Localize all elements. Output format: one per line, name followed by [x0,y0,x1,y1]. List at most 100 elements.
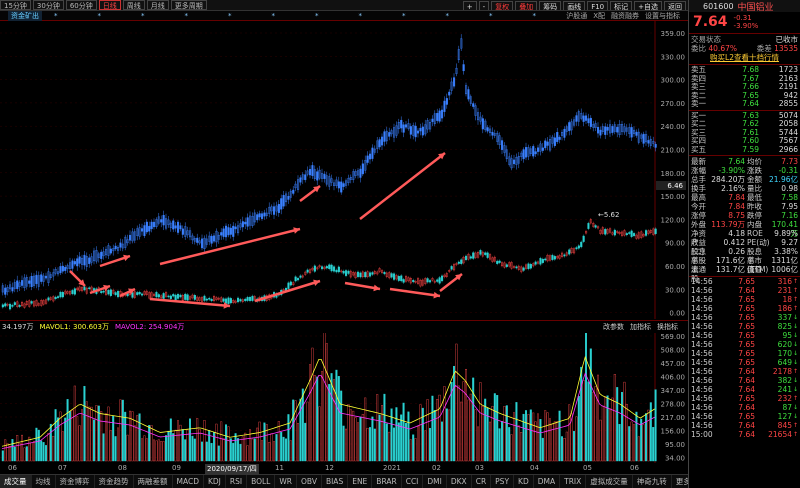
indicator-tab-16[interactable]: DKX [447,475,472,488]
indicator-tab-14[interactable]: CCI [402,475,424,488]
indicator-tab-10[interactable]: OBV [297,475,322,488]
period-tab-1[interactable]: 30分钟 [32,0,64,10]
period-tab-5[interactable]: 月线 [146,0,169,10]
price-tick: 150.00 [661,193,686,201]
stat-row: 净资产 4.18 ROE 9.89% [691,229,798,247]
tick-row: 14:56 7.65 337 ↓ [691,313,798,322]
period-tab-2[interactable]: 60分钟 [65,0,97,10]
signal-bar-button-2[interactable]: 融资融券 [611,12,639,20]
stock-name: 中国铝业 [737,2,774,13]
toolbar-button-8[interactable]: +自选 [634,0,662,10]
date-tick: 09 [172,464,181,472]
volume-tick: 508.00 [661,347,686,355]
volume-chart[interactable]: 569.00 508.00 457.00 406.00 347.00 278.00 217.… [0,333,688,463]
volume-button-1[interactable]: 加指标 [630,322,651,331]
toolbar-button-0[interactable]: + [462,0,477,10]
signal-bar-button-3[interactable]: 设置与指标 [645,12,680,20]
signal-star: * [315,11,319,20]
signal-star: * [445,11,450,20]
l2-upgrade-link[interactable]: 购买L2查看十档行情 [710,53,779,62]
toolbar-button-9[interactable]: 返回 [664,0,686,10]
price-change: -0.31 [733,14,752,22]
volume-button-2[interactable]: 换指标 [657,322,678,331]
volume-tick: 217.00 [661,414,686,422]
peak-label: ←5.62 [598,211,619,219]
order-row: 买四 7.60 7567 [691,136,798,145]
tick-row: 14:56 7.65 316 ↑ [691,277,798,286]
volume-bars [1,333,657,462]
lower-kline [1,218,657,311]
mavol2-label: MAVOL2: 254.904万 [114,322,185,331]
order-price: 7.65 [742,90,759,100]
indicator-tab-20[interactable]: DMA [534,475,561,488]
indicator-tab-19[interactable]: KD [514,475,534,488]
indicator-tab-3[interactable]: 资金趋势 [95,475,134,488]
period-tab-4[interactable]: 周线 [122,0,145,10]
indicator-tab-12[interactable]: ENE [348,475,373,488]
toolbar-button-7[interactable]: 标记 [610,0,633,10]
indicator-tab-9[interactable]: WR [275,475,297,488]
signal-bar-button-0[interactable]: 沪股通 [566,12,588,20]
tick-row: 14:56 7.65 620 ↓ [691,340,798,349]
down-arrow-icon: ↓ [792,377,798,384]
indicator-tab-4[interactable]: 两融差额 [134,475,173,488]
indicator-tab-24[interactable]: 更多指标 [672,475,688,488]
tick-row: 14:56 7.65 825 ↓ [691,322,798,331]
period-tab-6[interactable]: 更多周期 [170,0,207,10]
indicator-tab-8[interactable]: BOLL [247,475,276,488]
toolbar-button-3[interactable]: 叠加 [515,0,538,10]
volume-tick: 278.00 [661,401,686,409]
down-arrow-icon: ↓ [792,314,798,321]
signal-tag[interactable]: 资金矿出 [8,10,42,21]
order-row: 卖三 7.66 2191 [691,82,798,91]
price-chart[interactable]: 359.00 330.00 300.00 270.00 240.00 210.00 180.… [0,21,688,319]
price-tick: 330.00 [661,53,686,61]
indicator-tab-2[interactable]: 资金博弈 [56,475,95,488]
price-change-pct: -3.90% [733,22,759,30]
buy-orders: 买一 7.63 5074 买二 7.62 2058 买三 7.61 5744 买四 7.60 7567… [689,110,800,155]
period-tab-3[interactable]: 日线 [98,0,121,10]
mavol1-line [1,355,656,447]
toolbar-button-2[interactable]: 复权 [491,0,514,10]
toolbar-button-4[interactable]: 筹码 [539,0,562,10]
stat-row: 最新 7.64 均价 7.73 [691,157,798,166]
tick-row: 14:56 7.64 241 ↓ [691,385,798,394]
down-arrow-icon: ↓ [792,341,798,348]
stat-row: 股息率 0.26 股息率(TTM) 3.38% [691,247,798,274]
signal-star: * [402,11,406,20]
toolbar-button-1[interactable]: - [478,0,490,10]
current-price-marker: 6.46 [656,181,686,190]
date-tick: 12 [325,464,334,472]
order-row: 买一 7.63 5074 [691,110,798,120]
signal-star: * [97,11,102,20]
stat-row: 最高 7.84 最低 7.58 [691,193,798,202]
toolbar-button-5[interactable]: 画线 [563,0,586,10]
order-price: 7.67 [742,73,759,83]
indicator-tab-1[interactable]: 均线 [32,475,56,488]
indicator-tab-18[interactable]: PSY [491,475,515,488]
toolbar-button-6[interactable]: F10 [587,0,609,10]
price-tick: 120.00 [661,216,686,224]
signal-bar-button-1[interactable]: X配 [593,12,605,20]
order-row: 卖二 7.65 942 [691,90,798,100]
indicator-tab-5[interactable]: MACD [173,475,204,488]
indicator-tab-13[interactable]: BRAR [372,475,402,488]
indicator-tab-22[interactable]: 虚拟成交量 [586,475,633,488]
quote-stats: 最新 7.64 均价 7.73 涨幅 -3.90% 涨跌 -0.31 总手 284.20万 金额 21… [689,157,800,283]
indicator-tab-7[interactable]: RSI [226,475,248,488]
indicator-tab-6[interactable]: KDJ [204,475,226,488]
indicator-tab-23[interactable]: 神奇九转 [633,475,672,488]
stat-row: 收益(二) 0.412 PE(动) 9.27 [691,238,798,256]
indicator-tab-17[interactable]: CR [472,475,492,488]
order-volume: 1723 [778,65,798,74]
volume-button-0[interactable]: 改参数 [603,322,624,331]
stat-row: 外盘 113.79万 内盘 170.41万 [691,220,798,238]
up-arrow-icon: ↑ [792,368,798,375]
period-tab-0[interactable]: 15分钟 [0,0,31,10]
indicator-tab-0[interactable]: 成交量 [0,475,32,488]
indicator-tab-15[interactable]: DMI [423,475,447,488]
indicator-tab-21[interactable]: TRIX [560,475,587,488]
indicator-tab-11[interactable]: BIAS [322,475,349,488]
date-tick: 06 [8,464,17,472]
